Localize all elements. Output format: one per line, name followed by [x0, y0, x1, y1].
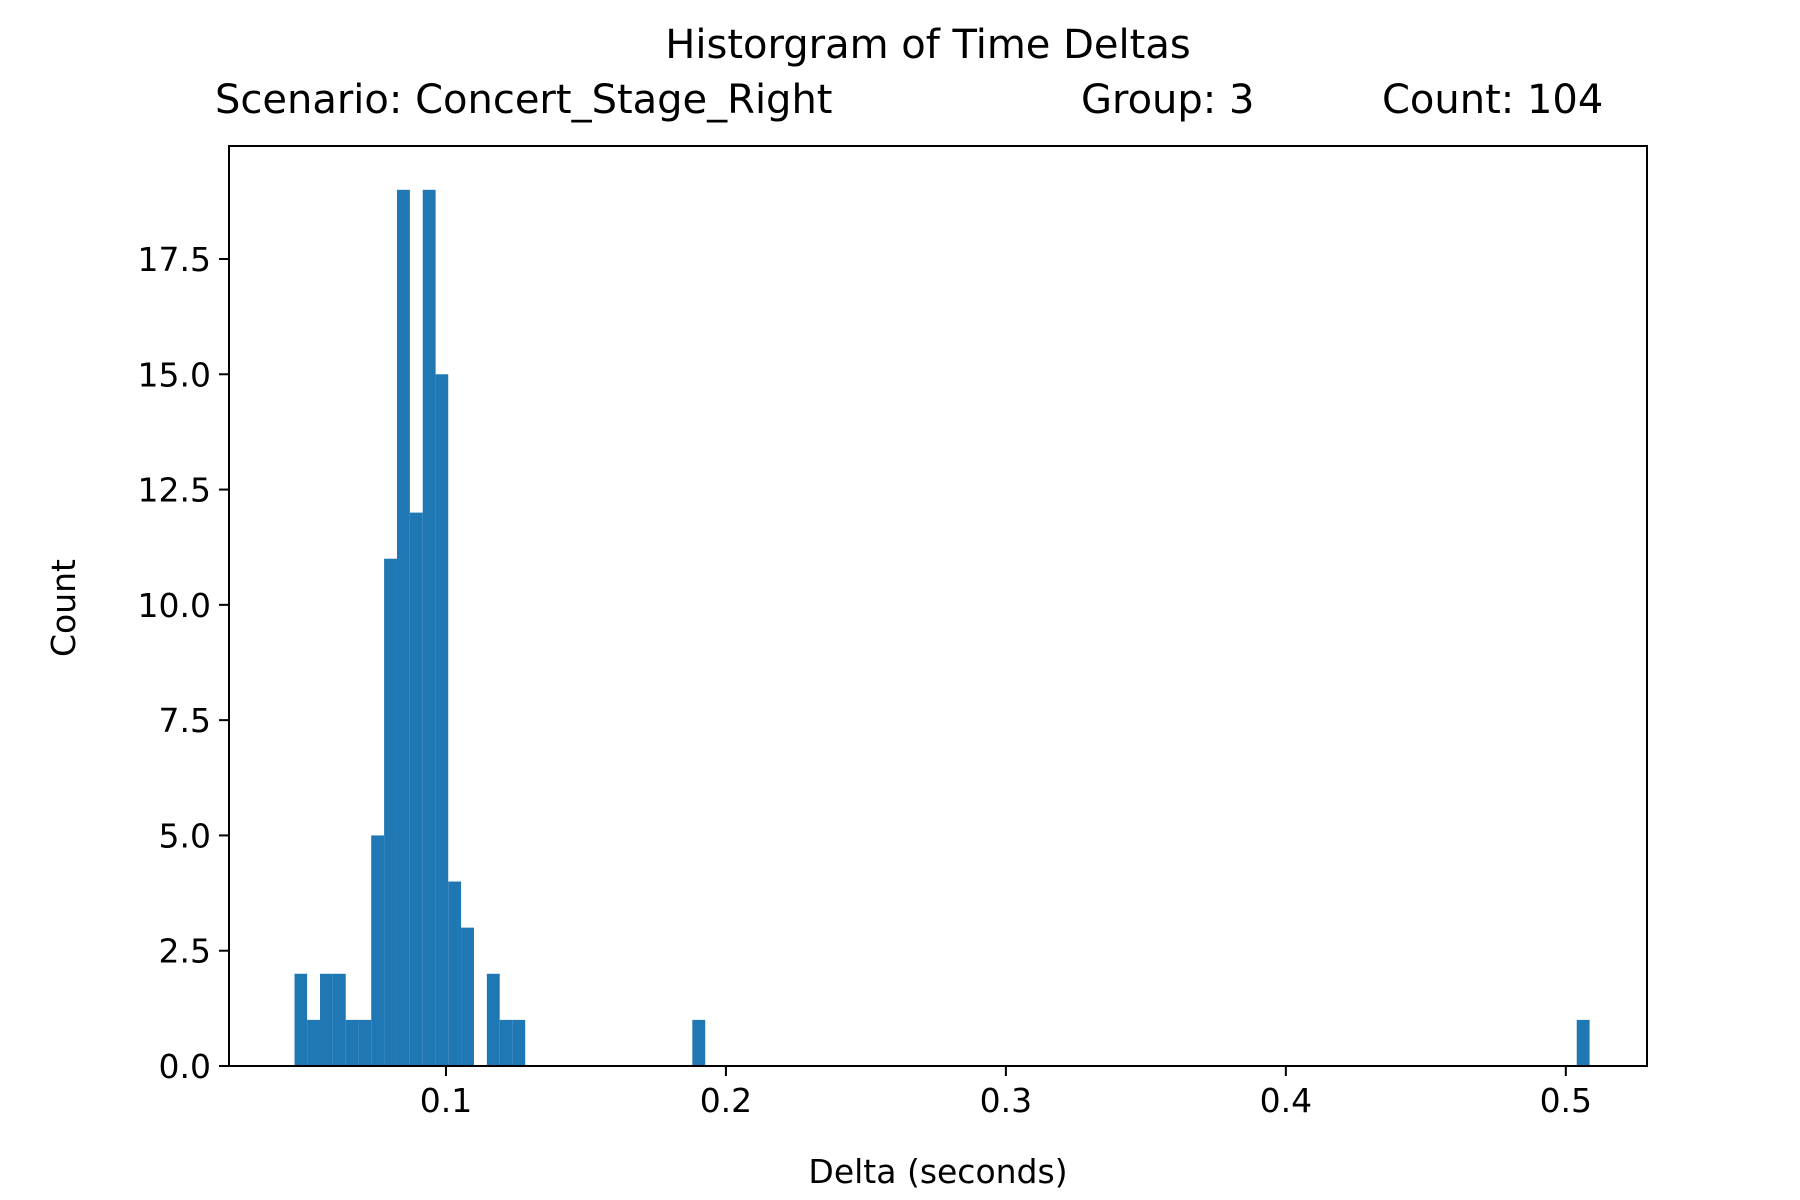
- x-tick-label: 0.3: [980, 1081, 1032, 1120]
- histogram-bar: [307, 1019, 320, 1066]
- histogram-bar: [294, 973, 308, 1066]
- histogram-bar: [461, 927, 474, 1066]
- y-axis-label: Count: [44, 559, 83, 657]
- x-axis-label: Delta (seconds): [808, 1152, 1067, 1191]
- y-axis-ticks: 0.0 2.5 5.0 7.5 10.0 12.5 15.0 17.5: [138, 240, 229, 1086]
- histogram-bar: [448, 881, 462, 1066]
- y-tick-label: 15.0: [138, 355, 211, 394]
- histogram-bar: [435, 374, 449, 1066]
- histogram-bar: [332, 973, 346, 1066]
- x-axis-ticks: 0.1 0.2 0.3 0.4 0.5: [420, 1066, 1592, 1120]
- x-tick-label: 0.4: [1260, 1081, 1312, 1120]
- histogram-bar: [486, 973, 500, 1066]
- y-tick-label: 7.5: [159, 701, 211, 740]
- y-tick-label: 5.0: [159, 816, 211, 855]
- y-tick-label: 17.5: [138, 240, 211, 279]
- y-tick-label: 10.0: [138, 586, 211, 625]
- histogram-bar: [422, 189, 436, 1067]
- subtitle-scenario: Scenario: Concert_Stage_Right: [215, 77, 832, 123]
- histogram-bar: [384, 558, 397, 1066]
- histogram-bar: [1576, 1019, 1590, 1066]
- y-tick-label: 0.0: [159, 1047, 211, 1086]
- histogram-bar: [396, 189, 410, 1067]
- histogram-bar: [512, 1019, 526, 1066]
- y-tick-label: 2.5: [159, 932, 211, 971]
- chart-title: Historgram of Time Deltas: [665, 22, 1190, 68]
- plot-frame: [228, 145, 1648, 1067]
- x-tick-label: 0.1: [420, 1081, 472, 1120]
- histogram-bar: [499, 1019, 513, 1066]
- histogram-bars: [294, 189, 1590, 1067]
- histogram-bar: [358, 1019, 372, 1066]
- histogram-bar: [345, 1019, 359, 1066]
- subtitle-count: Count: 104: [1382, 77, 1603, 123]
- x-tick-label: 0.2: [700, 1081, 752, 1120]
- histogram-bar: [319, 973, 333, 1066]
- x-tick-label: 0.5: [1540, 1081, 1592, 1120]
- histogram-bar: [371, 835, 385, 1066]
- subtitle-group: Group: 3: [1081, 77, 1254, 123]
- histogram-bar: [409, 512, 423, 1066]
- y-tick-label: 12.5: [138, 471, 211, 510]
- histogram-bar: [692, 1019, 706, 1066]
